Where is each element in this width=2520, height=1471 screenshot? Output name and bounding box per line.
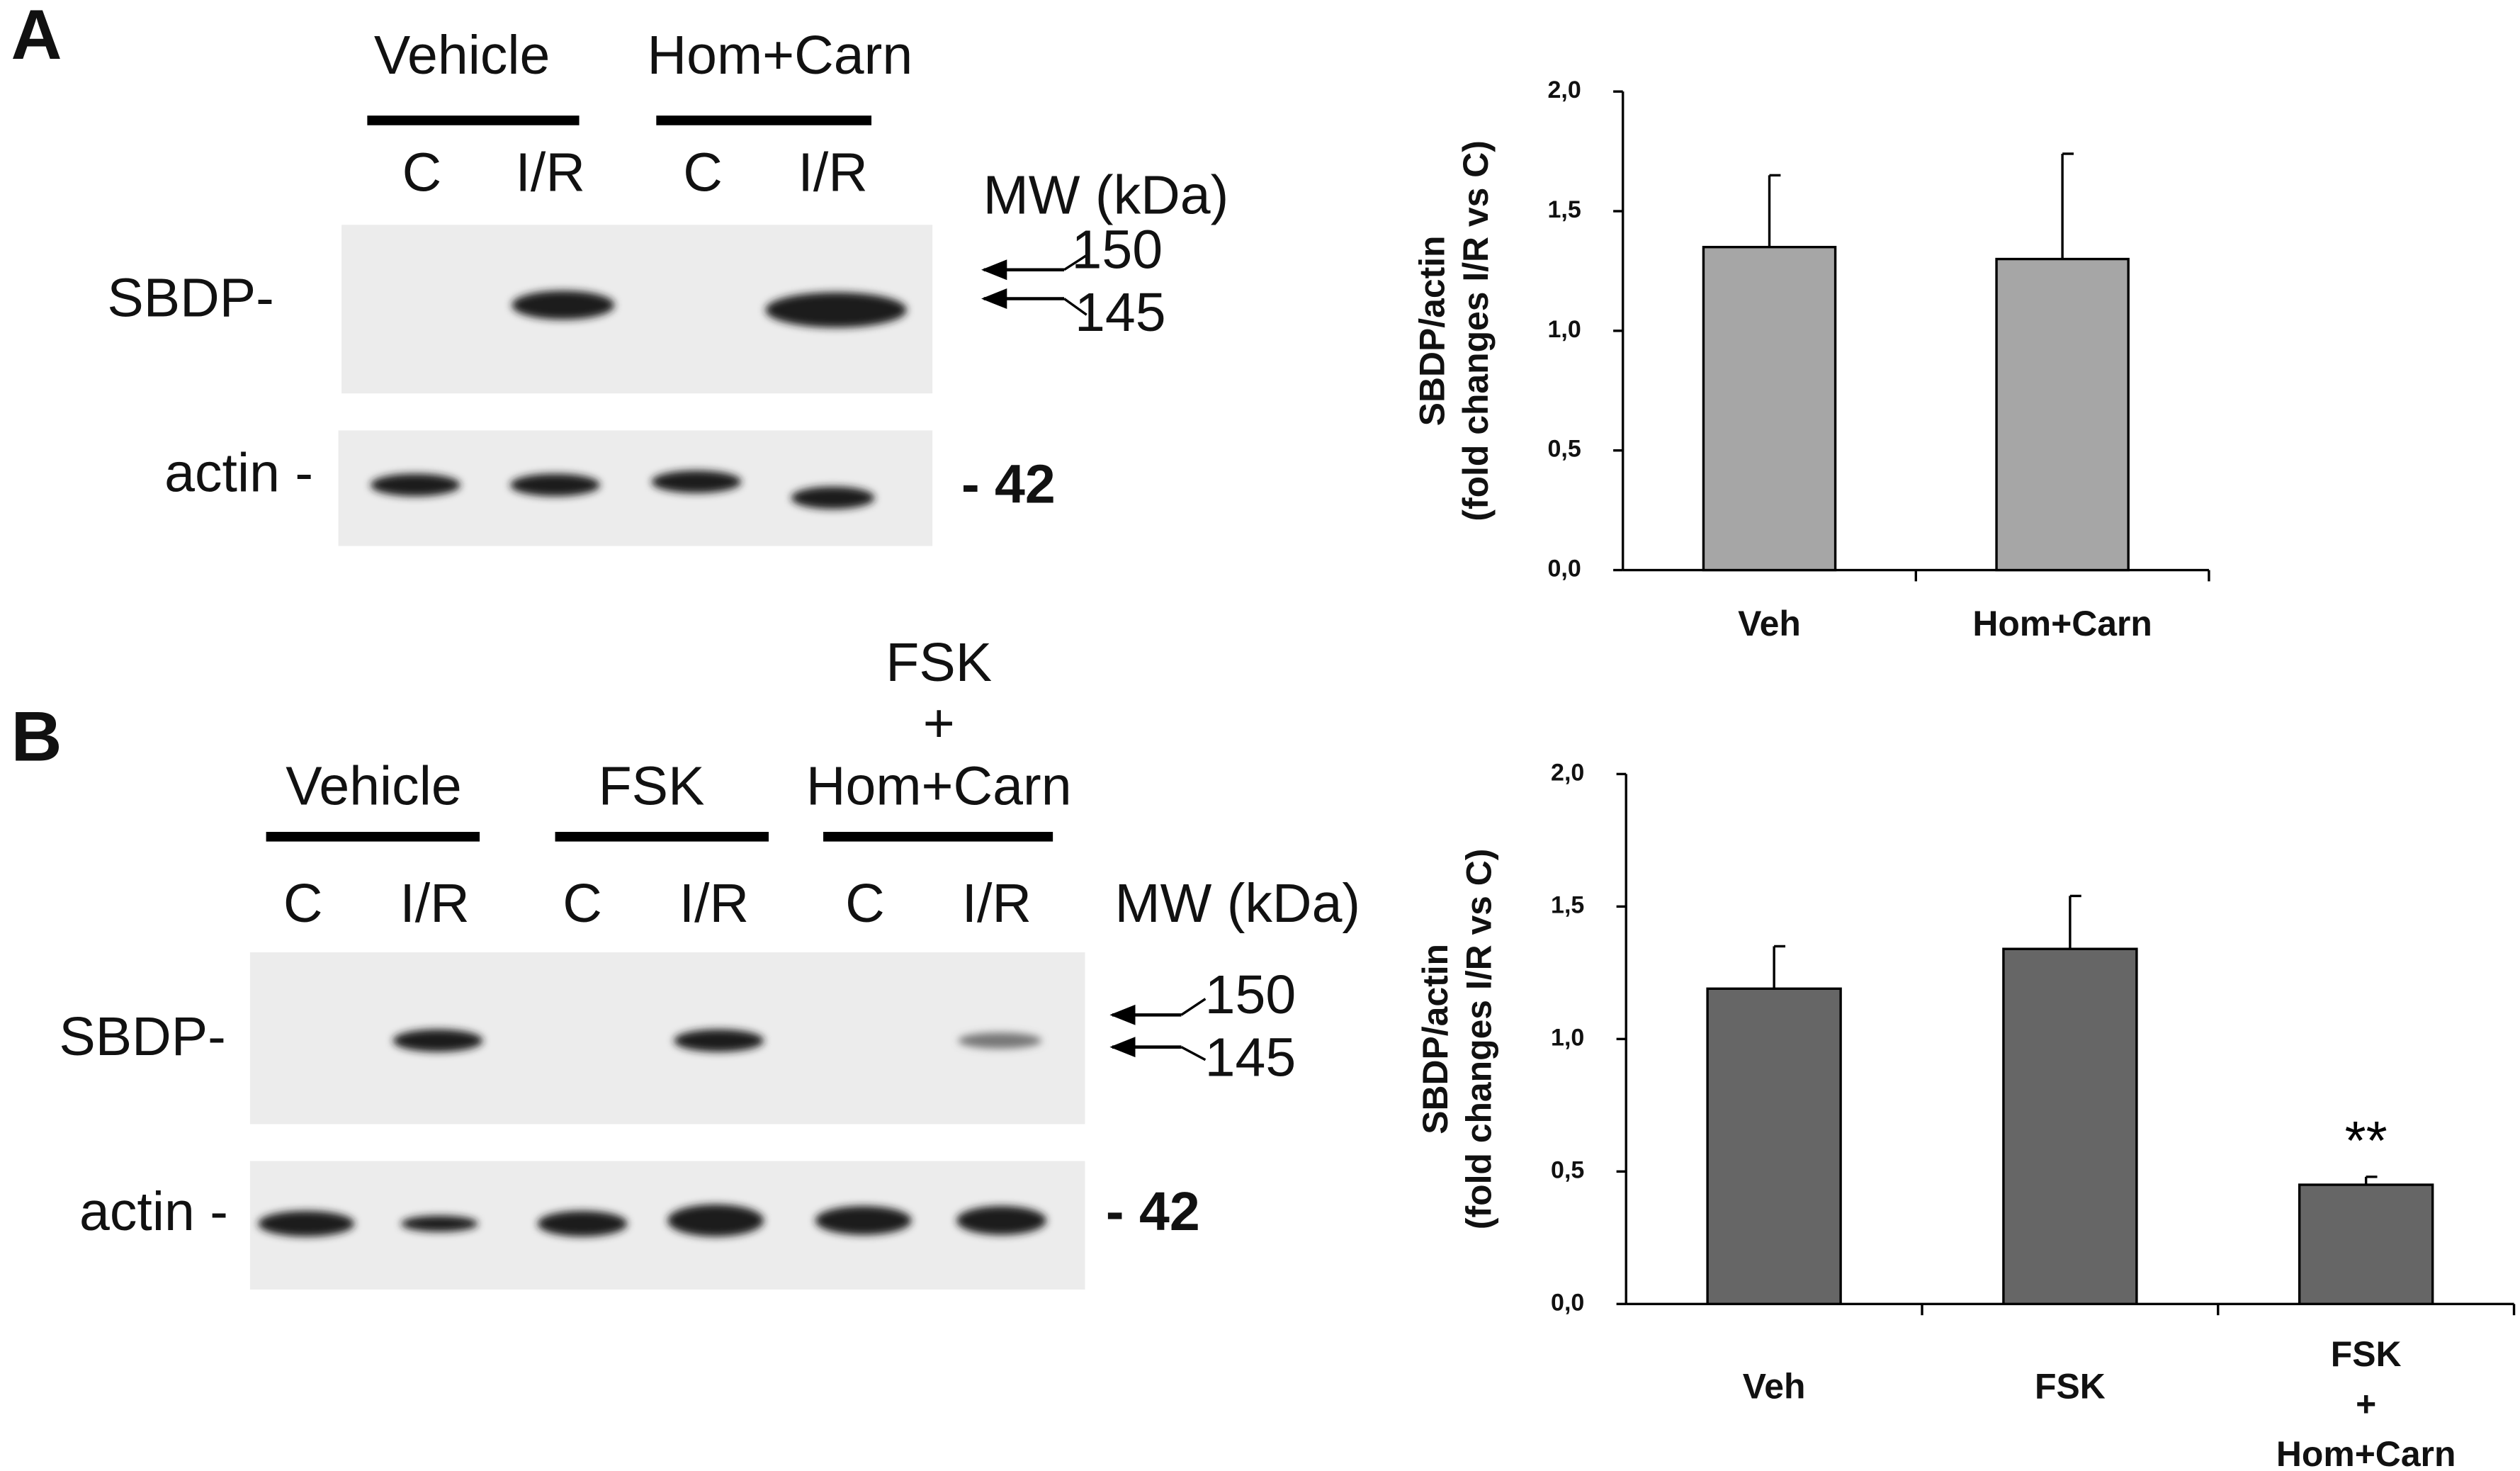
error-bar [2061,152,2074,259]
lane-label: C [683,142,723,203]
y-tick-label: 0,5 [1551,1156,1584,1183]
group-label: + [923,693,955,754]
error-bar [2069,894,2081,949]
error-bar [1768,174,1781,247]
group-label: Vehicle [374,25,550,86]
y-tick-label: 1,5 [1551,891,1584,918]
y-tick-label: 0,5 [1548,436,1581,463]
x-tick-label: Veh [1738,604,1801,643]
lane-label: I/R [679,873,749,934]
marker-label: 145 [1075,282,1166,343]
row-label: actin - [164,442,313,503]
y-tick-label: 2,0 [1551,759,1584,786]
lane-label: I/R [962,873,1032,934]
blot-a: A Vehicle Hom+Carn C I/R C I/R MW (kDa) … [11,0,1229,546]
error-bar [2364,1176,2378,1185]
bar [1995,257,2130,572]
lane-label: I/R [798,142,867,203]
bar [2298,1183,2434,1305]
y-axis-label: SBDP/actin [1416,944,1455,1134]
bar [2002,947,2138,1305]
panel-label: B [11,697,62,776]
bands [258,1204,1047,1237]
x-tick-label: Hom+Carn [2276,1434,2456,1471]
annotation: ** [2345,1110,2388,1171]
mw-label: MW (kDa) [1114,873,1360,934]
lane-label: C [283,873,323,934]
bar [1702,245,1837,572]
bands [512,291,907,328]
row-label: actin - [79,1181,228,1242]
arrow [1180,1046,1207,1061]
y-axis-label: (fold changes I/R vs C) [1456,140,1496,521]
lane-label: C [402,142,442,203]
x-tick-label: FSK [2331,1334,2402,1374]
marker-label: - 42 [961,453,1056,514]
y-tick-label: 1,0 [1548,316,1581,343]
lane-label: I/R [400,873,469,934]
row-label: SBDP- [59,1006,225,1067]
row-label: SBDP- [107,267,273,328]
group-label: Hom+Carn [648,25,913,86]
group-label: FSK [599,755,705,816]
bands [370,470,875,509]
lane-label: I/R [516,142,585,203]
y-tick-label: 1,0 [1551,1024,1584,1051]
group-label: Hom+Carn [806,755,1072,816]
blot-membrane [249,1161,1085,1290]
blot-membrane [249,952,1085,1125]
mw-label: MW (kDa) [983,164,1229,225]
y-axis-label: (fold changes I/R vs C) [1459,849,1498,1229]
y-axis-label: SBDP/actin [1413,235,1452,426]
arrow [1063,298,1087,316]
marker-label: 150 [1205,964,1296,1025]
x-tick-label: FSK [2035,1367,2106,1407]
marker-label: - 42 [1106,1181,1200,1242]
bar-chart: 0,0 0,5 1,0 1,5 2,0 SBDP/actin (fold changes I… [1413,77,2210,643]
bar-chart: 0,0 0,5 1,0 1,5 2,0 SBDP/actin (fold changes I… [1416,759,2516,1471]
arrow [1180,998,1207,1016]
y-tick-label: 2,0 [1548,77,1581,103]
group-label: FSK [886,632,992,693]
error-bar [1773,945,1785,989]
x-tick-label: Hom+Carn [1972,604,2152,643]
bands [392,1029,1042,1052]
marker-label: 150 [1072,219,1163,280]
lane-label: C [845,873,885,934]
x-tick-label: + [2356,1385,2376,1424]
y-tick-label: 0,0 [1551,1289,1584,1316]
y-tick-label: 1,5 [1548,196,1581,223]
arrow [1063,254,1087,271]
bar [1706,987,1842,1305]
blot-b: B Vehicle FSK FSK + Hom+Carn C I/R C I/R… [11,632,1360,1290]
panel-label: A [11,0,62,74]
marker-label: 145 [1205,1027,1296,1088]
x-tick-label: Veh [1743,1367,1806,1407]
group-label: Vehicle [286,755,461,816]
y-tick-label: 0,0 [1548,556,1581,582]
lane-label: C [563,873,602,934]
